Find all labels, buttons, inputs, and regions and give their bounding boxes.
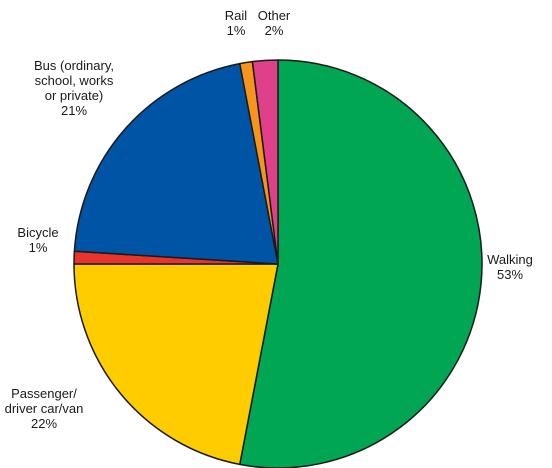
slice-label-line: 53% — [497, 267, 523, 282]
slice-label-line: Bicycle — [17, 225, 58, 240]
pie-slices — [73, 59, 483, 468]
slice-label-line: driver car/van — [5, 401, 84, 416]
slice-label-line: Walking — [487, 252, 533, 267]
slice-label-2: Bicycle 1% — [17, 225, 58, 255]
slice-label-line: or private) — [45, 88, 104, 103]
slice-label-line: 1% — [227, 23, 246, 38]
slice-label-line: 1% — [29, 240, 48, 255]
slice-label-line: 21% — [61, 103, 87, 118]
pie-slice-1 — [73, 263, 279, 466]
slice-label-3: Bus (ordinary, school, works or private) 21… — [34, 58, 114, 118]
slice-label-line: Other — [258, 8, 291, 23]
slice-label-4: Rail 1% — [225, 8, 248, 38]
slice-label-0: Walking 53% — [487, 252, 533, 282]
pie-slice-5 — [251, 59, 279, 265]
slice-label-line: 22% — [31, 416, 57, 431]
slice-label-line: Passenger/ — [11, 386, 77, 401]
slice-label-line: school, works — [35, 73, 114, 88]
pie-slice-3 — [73, 62, 279, 265]
slice-label-line: Rail — [225, 8, 248, 23]
pie-labels: Walking 53% Passenger/driver car/van 22% Bic… — [5, 8, 533, 431]
pie-slice-0 — [239, 59, 483, 468]
slice-label-1: Passenger/driver car/van 22% — [5, 386, 84, 431]
slice-label-line: 2% — [265, 23, 284, 38]
slice-label-line: Bus (ordinary, — [34, 58, 114, 73]
slice-label-5: Other 2% — [258, 8, 291, 38]
